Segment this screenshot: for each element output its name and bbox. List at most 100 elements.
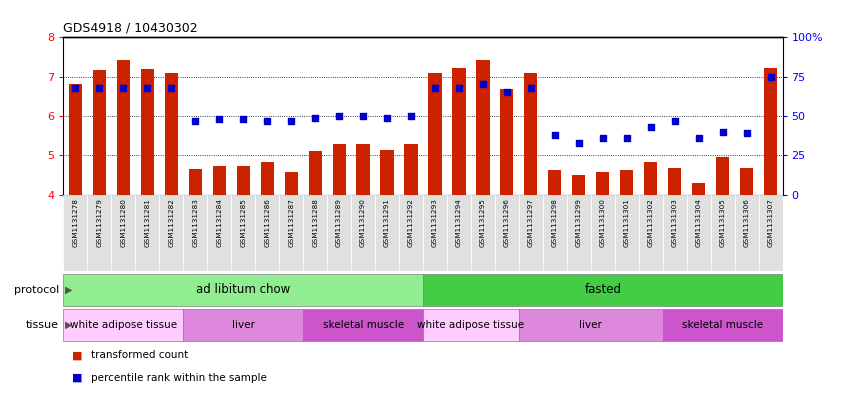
Bar <box>525 73 537 195</box>
Bar <box>428 73 442 195</box>
Bar <box>615 195 639 271</box>
Bar <box>207 195 231 271</box>
Bar <box>63 309 184 341</box>
Point <box>189 118 202 124</box>
Bar <box>381 150 393 195</box>
Bar <box>519 195 543 271</box>
Bar <box>63 195 87 271</box>
Text: GSM1131283: GSM1131283 <box>192 198 198 247</box>
Point <box>236 116 250 122</box>
Point <box>284 118 298 124</box>
Bar <box>404 144 418 195</box>
Text: GSM1131302: GSM1131302 <box>648 198 654 247</box>
Bar <box>639 195 662 271</box>
Bar <box>327 195 351 271</box>
Text: GSM1131306: GSM1131306 <box>744 198 750 247</box>
Bar <box>159 195 184 271</box>
Point <box>667 118 681 124</box>
Text: GSM1131281: GSM1131281 <box>145 198 151 247</box>
Text: ▶: ▶ <box>65 285 73 295</box>
Bar <box>165 73 178 195</box>
Bar <box>237 166 250 195</box>
Text: GSM1131295: GSM1131295 <box>480 198 486 247</box>
Point <box>572 140 585 146</box>
Point <box>596 135 609 141</box>
Bar <box>255 195 279 271</box>
Bar <box>567 195 591 271</box>
Point <box>356 113 370 119</box>
Text: GSM1131291: GSM1131291 <box>384 198 390 247</box>
Bar <box>69 84 82 195</box>
Bar <box>692 183 706 195</box>
Bar <box>548 170 562 195</box>
Bar <box>471 195 495 271</box>
Bar <box>740 168 753 195</box>
Text: GSM1131300: GSM1131300 <box>600 198 606 247</box>
Bar <box>423 195 447 271</box>
Bar <box>447 195 471 271</box>
Point <box>476 81 490 88</box>
Bar <box>356 144 370 195</box>
Text: white adipose tissue: white adipose tissue <box>70 320 177 330</box>
Text: GSM1131296: GSM1131296 <box>504 198 510 247</box>
Text: GSM1131299: GSM1131299 <box>576 198 582 247</box>
Bar <box>453 68 465 195</box>
Text: GSM1131298: GSM1131298 <box>552 198 558 247</box>
Bar <box>63 274 423 306</box>
Bar <box>662 195 687 271</box>
Bar <box>284 172 298 195</box>
Bar <box>135 195 159 271</box>
Point <box>404 113 418 119</box>
Bar <box>184 309 303 341</box>
Text: GSM1131287: GSM1131287 <box>288 198 294 247</box>
Bar <box>759 195 783 271</box>
Bar <box>764 68 777 195</box>
Point <box>164 84 178 91</box>
Point <box>620 135 634 141</box>
Text: GSM1131282: GSM1131282 <box>168 198 174 247</box>
Text: percentile rank within the sample: percentile rank within the sample <box>91 373 266 383</box>
Bar <box>189 169 202 195</box>
Point <box>212 116 226 122</box>
Bar <box>303 195 327 271</box>
Bar <box>261 162 274 195</box>
Bar <box>423 309 519 341</box>
Bar <box>87 195 112 271</box>
Point <box>428 84 442 91</box>
Text: ■: ■ <box>72 350 82 360</box>
Point <box>692 135 706 141</box>
Bar <box>231 195 255 271</box>
Bar <box>668 168 681 195</box>
Text: GSM1131303: GSM1131303 <box>672 198 678 247</box>
Point <box>452 84 465 91</box>
Point <box>764 73 777 80</box>
Text: protocol: protocol <box>14 285 59 295</box>
Point <box>524 84 537 91</box>
Text: GSM1131293: GSM1131293 <box>432 198 438 247</box>
Text: GDS4918 / 10430302: GDS4918 / 10430302 <box>63 22 198 35</box>
Text: ▶: ▶ <box>65 320 73 330</box>
Bar <box>423 274 783 306</box>
Bar <box>596 172 609 195</box>
Bar <box>184 195 207 271</box>
Bar <box>543 195 567 271</box>
Bar <box>375 195 399 271</box>
Bar <box>140 69 154 195</box>
Bar <box>476 60 490 195</box>
Text: GSM1131288: GSM1131288 <box>312 198 318 247</box>
Text: GSM1131279: GSM1131279 <box>96 198 102 247</box>
Point <box>92 84 106 91</box>
Text: ad libitum chow: ad libitum chow <box>196 283 290 296</box>
Bar <box>112 195 135 271</box>
Point <box>117 84 130 91</box>
Text: white adipose tissue: white adipose tissue <box>417 320 525 330</box>
Bar <box>495 195 519 271</box>
Bar <box>734 195 759 271</box>
Text: transformed count: transformed count <box>91 350 188 360</box>
Text: GSM1131304: GSM1131304 <box>695 198 701 247</box>
Bar <box>93 70 106 195</box>
Text: liver: liver <box>580 320 602 330</box>
Text: GSM1131289: GSM1131289 <box>336 198 342 247</box>
Bar <box>212 166 226 195</box>
Bar <box>351 195 375 271</box>
